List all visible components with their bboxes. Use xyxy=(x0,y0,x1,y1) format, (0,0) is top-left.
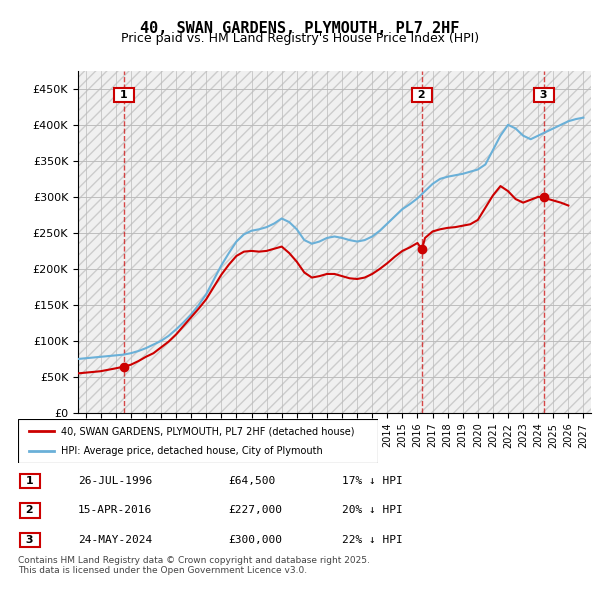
Text: HPI: Average price, detached house, City of Plymouth: HPI: Average price, detached house, City… xyxy=(61,446,323,455)
Text: 40, SWAN GARDENS, PLYMOUTH, PL7 2HF: 40, SWAN GARDENS, PLYMOUTH, PL7 2HF xyxy=(140,21,460,35)
Text: 3: 3 xyxy=(22,535,38,545)
Text: £227,000: £227,000 xyxy=(228,506,282,515)
Text: £300,000: £300,000 xyxy=(228,535,282,545)
Text: 22% ↓ HPI: 22% ↓ HPI xyxy=(342,535,403,545)
Text: 20% ↓ HPI: 20% ↓ HPI xyxy=(342,506,403,515)
Text: 3: 3 xyxy=(536,90,552,100)
Text: 1: 1 xyxy=(116,90,132,100)
Text: £64,500: £64,500 xyxy=(228,476,275,486)
Bar xyxy=(78,71,591,413)
Text: 15-APR-2016: 15-APR-2016 xyxy=(78,506,152,515)
Text: Price paid vs. HM Land Registry's House Price Index (HPI): Price paid vs. HM Land Registry's House … xyxy=(121,32,479,45)
Text: 17% ↓ HPI: 17% ↓ HPI xyxy=(342,476,403,486)
Text: Contains HM Land Registry data © Crown copyright and database right 2025.
This d: Contains HM Land Registry data © Crown c… xyxy=(18,556,370,575)
Text: 24-MAY-2024: 24-MAY-2024 xyxy=(78,535,152,545)
Text: 26-JUL-1996: 26-JUL-1996 xyxy=(78,476,152,486)
Text: 2: 2 xyxy=(22,506,38,515)
Text: 1: 1 xyxy=(22,476,38,486)
FancyBboxPatch shape xyxy=(18,419,378,463)
Text: 40, SWAN GARDENS, PLYMOUTH, PL7 2HF (detached house): 40, SWAN GARDENS, PLYMOUTH, PL7 2HF (det… xyxy=(61,427,355,436)
Text: 2: 2 xyxy=(414,90,430,100)
